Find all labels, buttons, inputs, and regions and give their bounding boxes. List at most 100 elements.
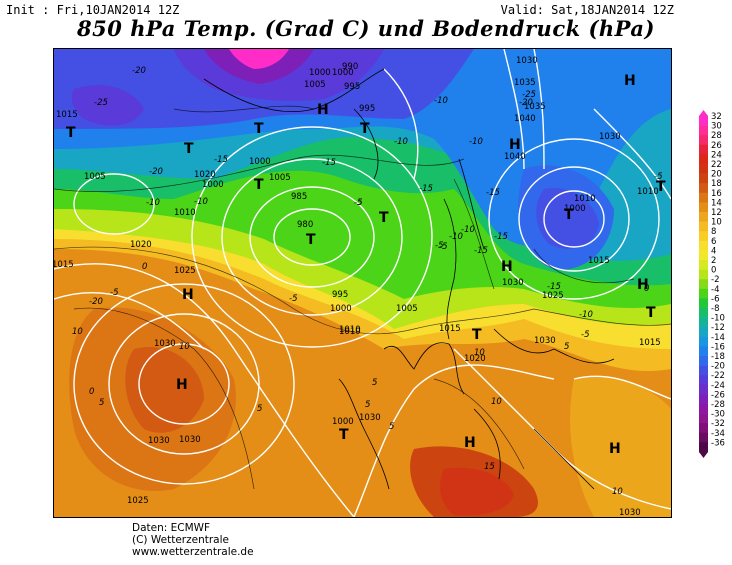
temperature-label: 10 — [72, 327, 83, 337]
scale-tick-label: -10 — [711, 314, 725, 324]
high-pressure-label: H — [176, 377, 188, 393]
scale-tick-label: -30 — [711, 410, 725, 420]
coastlines — [203, 68, 615, 490]
low-pressure-label: T — [360, 121, 370, 137]
scale-swatch — [699, 144, 708, 155]
temperature-label: -5 — [354, 198, 362, 208]
isobar-label: 980 — [297, 220, 313, 230]
low-pressure-label: T — [254, 177, 264, 193]
isobar-label: 1030 — [148, 436, 170, 446]
isobar-label: 1020 — [464, 354, 486, 364]
isobar-label: 1005 — [396, 304, 418, 314]
isobar-label: 1000 — [202, 180, 224, 190]
temperature-label: -15 — [547, 282, 561, 292]
isobar-labels: 1015 1005 1000 1010 1020 1025 1030 1030 … — [54, 56, 661, 517]
isobar-label: 1000 — [332, 417, 354, 427]
high-pressure-label: H — [637, 277, 649, 293]
temperature-label: -10 — [461, 225, 475, 235]
scale-swatch — [699, 125, 708, 136]
high-pressure-label: H — [317, 102, 329, 118]
scale-swatch — [699, 231, 708, 242]
scale-swatch — [699, 260, 708, 270]
init-time: Init : Fri,10JAN2014 12Z — [6, 3, 180, 17]
scale-tick-label: -36 — [711, 438, 725, 448]
low-pressure-label: T — [379, 210, 389, 226]
low-pressure-label: T — [472, 327, 482, 343]
scale-tick-label: -16 — [711, 342, 725, 352]
temperature-label: 10 — [491, 397, 502, 407]
temperature-label: -15 — [494, 232, 508, 242]
temperature-label: 5 — [365, 400, 370, 410]
isobar-label: 995 — [344, 82, 360, 92]
low-pressure-label: T — [646, 305, 656, 321]
weather-map: H H H H H H H H H T T T T T T T T T T T … — [53, 48, 672, 518]
credits-data-source: Daten: ECMWF — [132, 522, 211, 534]
temperature-label: -10 — [579, 310, 593, 320]
temperature-label: -25 — [94, 98, 108, 108]
temperature-label: -20 — [132, 66, 146, 76]
scale-swatch — [699, 404, 708, 414]
scale-swatch — [699, 384, 708, 395]
high-pressure-label: H — [501, 259, 513, 275]
scale-tick-label: -14 — [711, 333, 725, 343]
scale-swatch — [699, 250, 708, 261]
scale-swatch — [699, 346, 708, 357]
isobar-label: 1000 — [249, 157, 271, 167]
scale-tick-label: -28 — [711, 400, 725, 410]
temperature-label: -15 — [419, 184, 433, 194]
low-pressure-label: T — [564, 207, 574, 223]
scale-tick-label: 26 — [711, 141, 722, 151]
scale-swatch — [699, 192, 708, 203]
scale-arrow-bottom — [699, 452, 708, 458]
isobar-label: 1010 — [637, 187, 659, 197]
isobar-label: 1020 — [194, 170, 216, 180]
scale-tick-label: -2 — [711, 275, 719, 285]
isobar-label: 1010 — [574, 194, 596, 204]
temperature-label: 5 — [372, 378, 377, 388]
isobar-label: 995 — [332, 290, 348, 300]
scale-swatch — [699, 154, 708, 165]
scale-swatch — [699, 394, 708, 405]
temperature-label: -5 — [435, 241, 443, 251]
temperature-label: -10 — [449, 232, 463, 242]
scale-swatch — [699, 135, 708, 146]
low-pressure-label: T — [66, 125, 76, 141]
temperature-label: -10 — [469, 137, 483, 147]
temperature-label: -10 — [194, 197, 208, 207]
temperature-label: -5 — [654, 172, 662, 182]
scale-tick-label: -32 — [711, 419, 725, 429]
temperature-label: 10 — [612, 487, 623, 497]
scale-swatch — [699, 423, 708, 434]
isobar-label: 1015 — [588, 256, 610, 266]
temperature-label: -20 — [519, 98, 533, 108]
temperature-label: 5 — [99, 398, 104, 408]
scale-tick-label: -24 — [711, 381, 725, 391]
scale-tick-label: 22 — [711, 160, 722, 170]
pressure-systems: H H H H H H H H H T T T T T T T T T T T … — [66, 73, 666, 457]
isobar-label: 1030 — [359, 413, 381, 423]
scale-tick-label: 6 — [711, 237, 716, 247]
isobar-label: 1025 — [127, 496, 149, 506]
scale-swatch — [699, 375, 708, 386]
scale-tick-label: 24 — [711, 150, 722, 160]
scale-tick-label: -26 — [711, 390, 725, 400]
scale-swatch — [699, 336, 708, 347]
temperature-label: 5 — [257, 404, 262, 414]
temperature-label: 15 — [484, 462, 495, 472]
isobar-label: 1015 — [639, 338, 661, 348]
temperature-label: 10 — [179, 342, 190, 352]
isobar-label: 1030 — [619, 508, 641, 517]
temperature-label: -20 — [89, 297, 103, 307]
scale-swatch — [699, 202, 708, 213]
temperature-label: 5 — [389, 422, 394, 432]
isotherms — [54, 105, 671, 490]
low-pressure-label: T — [656, 179, 666, 195]
isobar-label: 1040 — [514, 114, 536, 124]
scale-swatch — [699, 442, 708, 453]
temperature-color-scale: 32302826242220181614121086420-2-4-6-8-10… — [699, 110, 725, 458]
isobar-label: 1000 — [309, 68, 331, 78]
isobar-label: 1010 — [339, 325, 361, 335]
isobar-label: 1000 — [330, 304, 352, 314]
scale-swatch — [699, 221, 708, 232]
valid-time: Valid: Sat,18JAN2014 12Z — [500, 3, 674, 17]
